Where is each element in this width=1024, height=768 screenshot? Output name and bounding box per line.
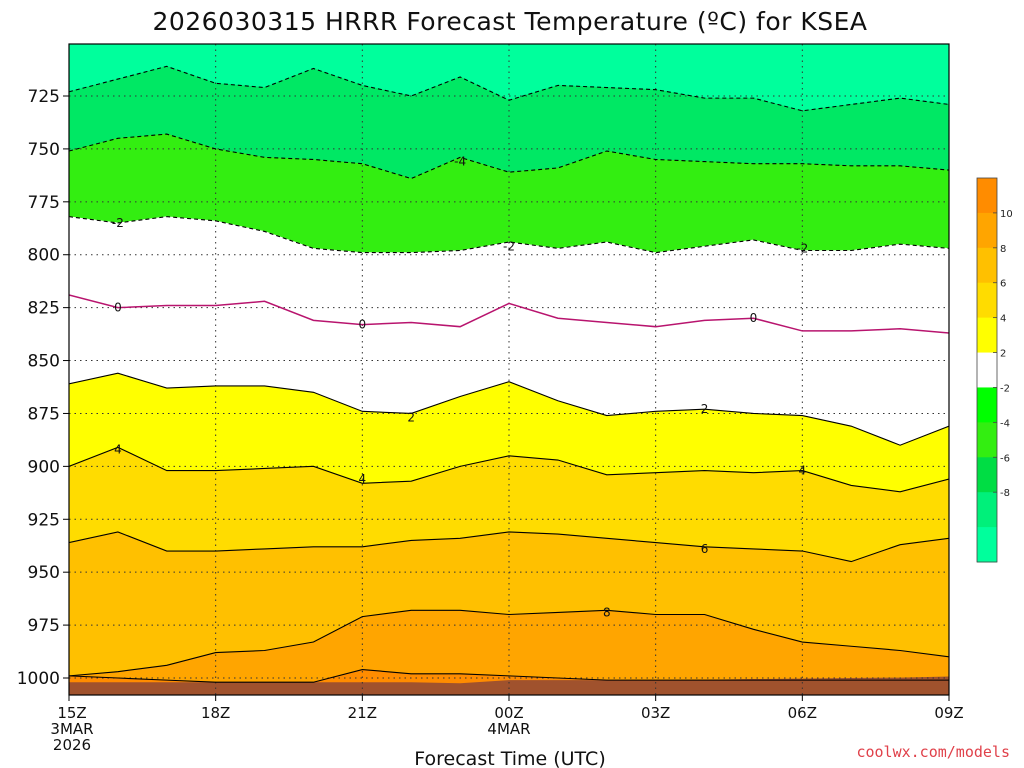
contour-label: 0 <box>114 301 122 315</box>
y-tick-label: 775 <box>28 193 60 213</box>
contour-label: 8 <box>603 605 611 619</box>
x-tick-label: 2026 <box>53 736 91 754</box>
colorbar-label: 6 <box>1000 279 1006 290</box>
contour-label: 4 <box>114 442 122 456</box>
x-tick-label: 18Z <box>201 704 230 722</box>
colorbar-label: 4 <box>1000 314 1006 325</box>
colorbar-segment <box>977 247 997 284</box>
y-tick-label: 750 <box>28 140 60 160</box>
colorbar-frame <box>976 177 998 563</box>
grid <box>68 44 950 695</box>
colorbar-label: 10 <box>1000 209 1013 220</box>
contour-label: 6 <box>701 542 709 556</box>
y-tick-label: 850 <box>28 352 60 372</box>
contour-label: 4 <box>359 472 367 486</box>
x-tick-label: 06Z <box>788 704 817 722</box>
x-tick-label: 03Z <box>641 704 670 722</box>
y-tick-label: 900 <box>28 457 60 477</box>
contour-label: -2 <box>112 216 124 230</box>
colorbar-segment <box>977 178 997 214</box>
colorbar-segment <box>977 212 997 249</box>
colorbar: 10 8 6 4 2 -2 -4 -6 -8 <box>976 177 1013 563</box>
contour-line-6 <box>69 531 949 563</box>
colorbar-label: 8 <box>1000 244 1006 255</box>
colorbar-segment <box>977 352 997 388</box>
colorbar-segment <box>977 527 997 563</box>
colorbar-segment <box>977 492 997 528</box>
x-axis-label: Forecast Time (UTC) <box>414 748 605 768</box>
colorbar-segment <box>977 422 997 458</box>
contour-line-10 <box>69 668 949 683</box>
colorbar-label: -2 <box>1000 383 1010 394</box>
colorbar-segment <box>977 282 997 319</box>
contour-label: 4 <box>799 464 807 478</box>
contour-label: -2 <box>503 239 515 253</box>
colorbar-label: 2 <box>1000 349 1006 360</box>
contour-line--8 <box>69 65 949 112</box>
contour-label: 2 <box>701 402 709 416</box>
contour-label: 0 <box>359 318 367 332</box>
contour-label: 0 <box>750 311 758 325</box>
contour-labels: -4 -2 -2 -2 0 0 0 2 2 4 4 4 6 8 <box>112 155 808 620</box>
contour-line--6 <box>69 133 949 180</box>
x-tick-label: 15Z <box>57 704 86 722</box>
ground-terrain <box>69 676 949 695</box>
colorbar-label: -4 <box>1000 418 1010 429</box>
y-tick-label: 1000 <box>17 669 60 689</box>
contour-line-0 <box>69 294 949 334</box>
x-tick-label: 09Z <box>934 704 963 722</box>
contour-line-2 <box>69 372 949 446</box>
x-tick-label: 21Z <box>348 704 377 722</box>
y-tick-label: 725 <box>28 87 60 107</box>
y-axis: 725 750 775 800 825 850 875 900 925 950 975 1000 <box>17 87 69 689</box>
credit-link[interactable]: coolwx.com/models <box>856 743 1010 761</box>
contour-label: -4 <box>454 155 466 169</box>
y-tick-label: 875 <box>28 404 60 424</box>
contour-line-8 <box>69 609 949 677</box>
y-tick-label: 800 <box>28 246 60 266</box>
y-tick-label: 975 <box>28 616 60 636</box>
y-tick-label: 925 <box>28 510 60 530</box>
x-tick-label: 00Z <box>494 704 523 722</box>
x-tick-label: 3MAR <box>50 720 93 738</box>
y-tick-label: 825 <box>28 299 60 319</box>
y-tick-label: 950 <box>28 563 60 583</box>
colorbar-label: -6 <box>1000 453 1010 464</box>
x-tick-label: 4MAR <box>487 720 530 738</box>
chart-title: 2026030315 HRRR Forecast Temperature (ºC… <box>152 7 867 36</box>
colorbar-segment <box>977 457 997 493</box>
colorbar-label: -8 <box>1000 488 1010 499</box>
contour-label: 2 <box>407 411 415 425</box>
contour-line--2 <box>69 216 949 254</box>
contour-layer <box>69 65 949 683</box>
contour-line-4 <box>69 446 949 493</box>
colorbar-segment <box>977 317 997 354</box>
colorbar-segment <box>977 387 997 423</box>
contour-label: -2 <box>796 241 808 255</box>
